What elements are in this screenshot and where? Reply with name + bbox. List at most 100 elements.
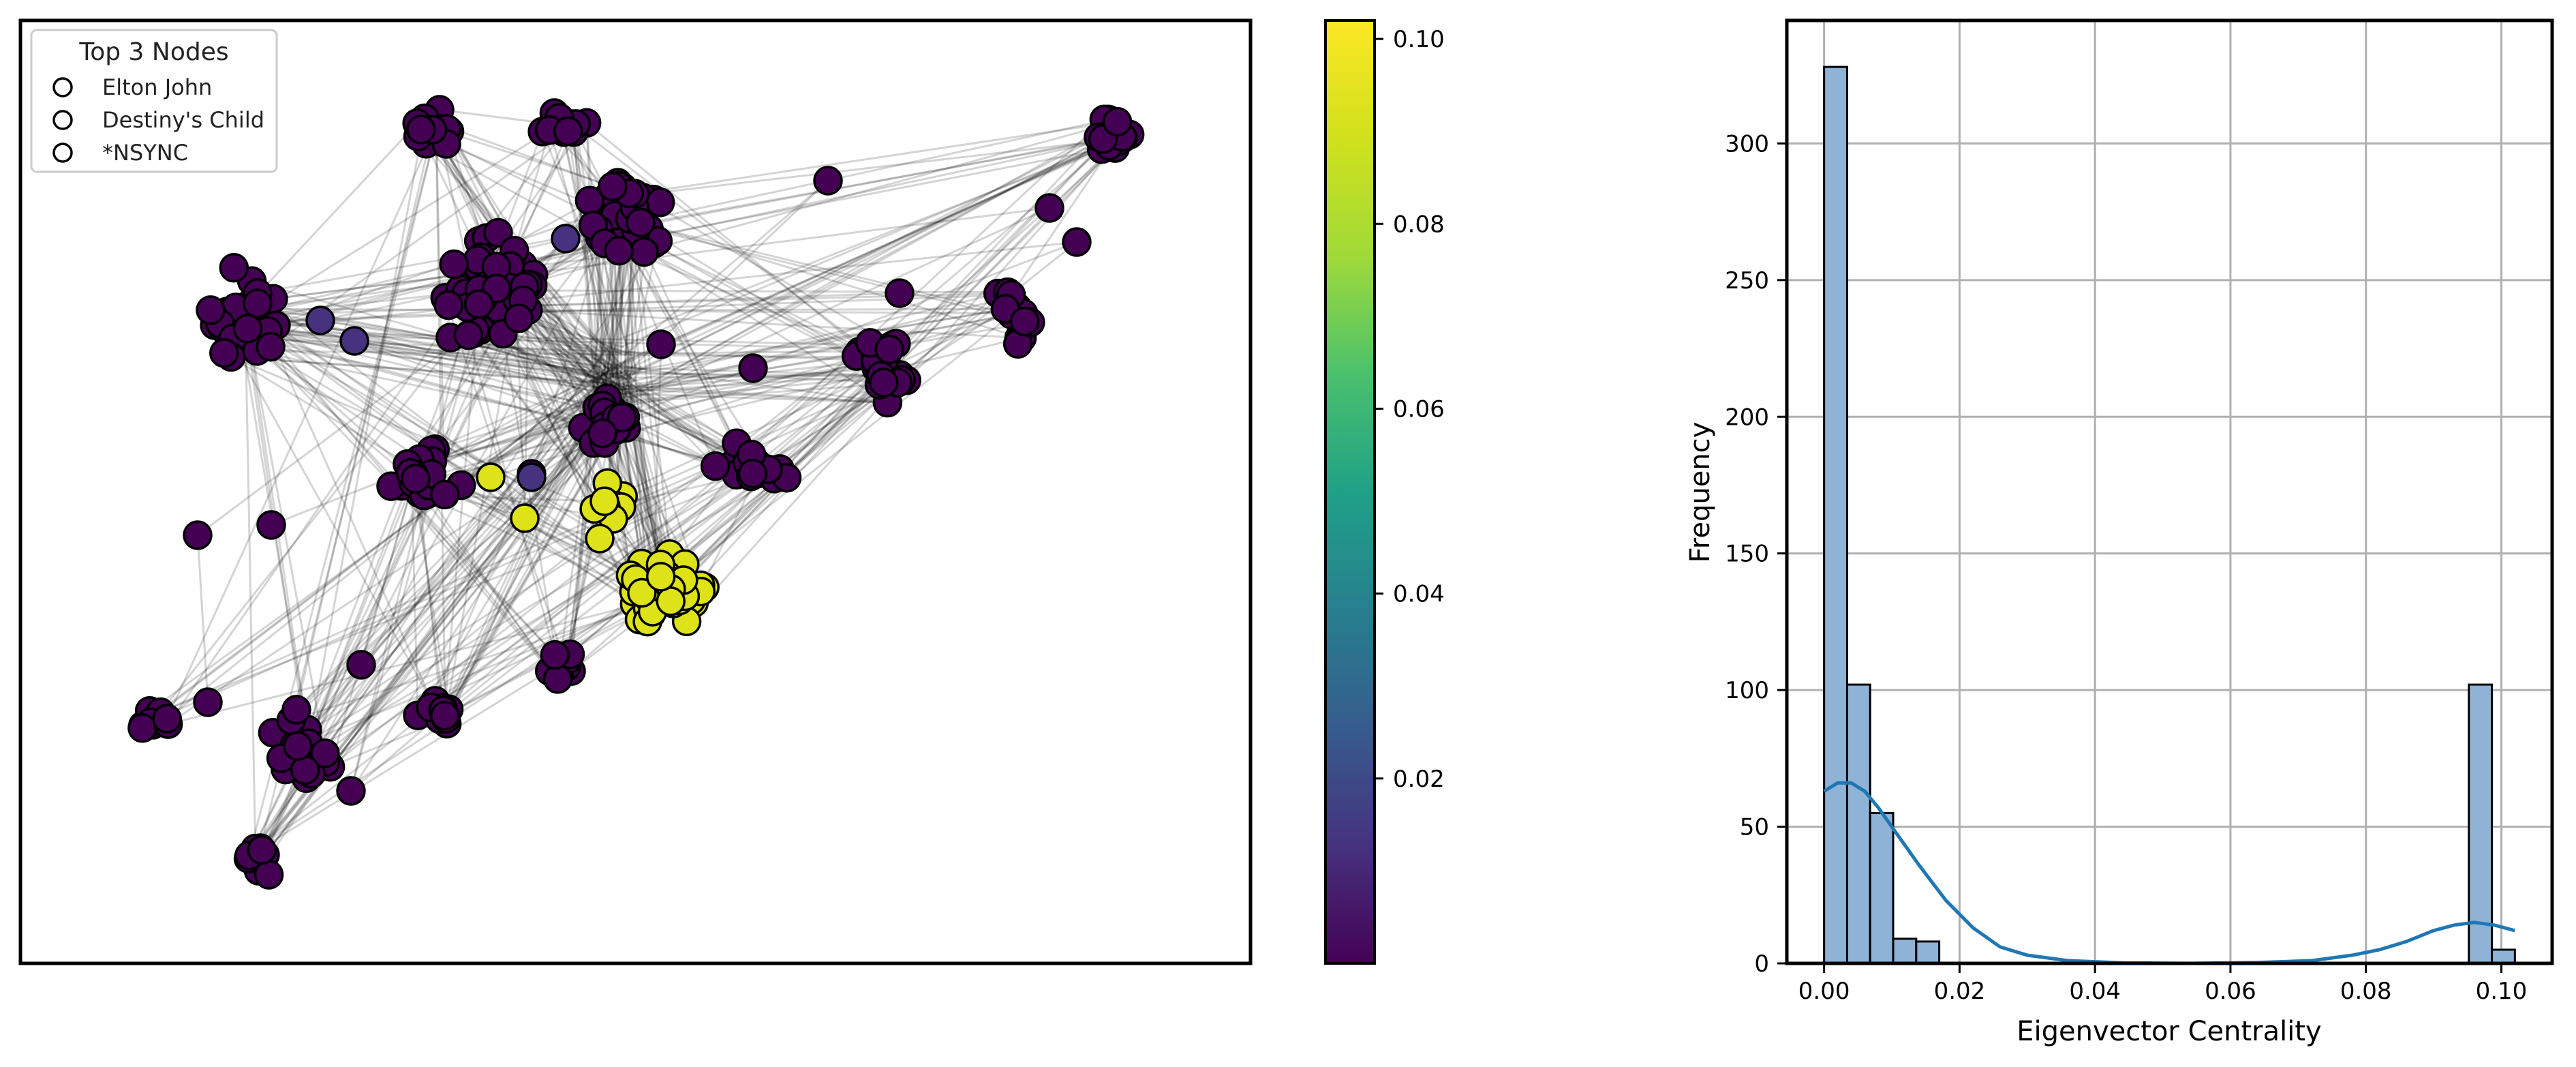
network-edge [445, 291, 1009, 720]
x-tick-label: 0.00 [1798, 978, 1850, 1005]
histogram-bar [2491, 948, 2516, 965]
colorbar-tick-label: 0.02 [1393, 766, 1445, 793]
y-tick-label: 150 [1725, 541, 1769, 568]
network-edge [400, 485, 559, 680]
network-edge [159, 475, 750, 713]
y-tick-label: 0 [1754, 950, 1769, 978]
network-edge [444, 394, 598, 717]
network-edge [418, 493, 443, 720]
network-edge [605, 134, 1131, 374]
network-node [626, 207, 656, 238]
histogram-y-ticks: 0 50 100 150 200 250 300 [1725, 130, 1787, 978]
network-edge [495, 298, 641, 620]
legend-entry: *NSYNC [102, 140, 188, 166]
network-nodes [127, 95, 1145, 890]
network-edge [590, 350, 733, 466]
network-edge [467, 335, 556, 656]
network-node [152, 704, 182, 734]
network-edge [513, 131, 575, 252]
network-edge [219, 293, 1011, 325]
network-edge [412, 482, 559, 680]
colorbar-tick-label: 0.10 [1393, 26, 1445, 53]
network-edge [270, 346, 597, 406]
network-node [339, 326, 369, 356]
network-node [540, 640, 570, 670]
network-edge [572, 132, 596, 392]
network-edge [247, 327, 605, 414]
histogram-grid [1787, 20, 2552, 965]
network-edge [254, 344, 893, 850]
legend-marker [52, 77, 73, 97]
network-edge [530, 371, 605, 475]
network-edge [443, 303, 480, 716]
network-node [219, 252, 249, 283]
network-edge [589, 313, 1012, 394]
network-edge [412, 360, 626, 482]
network-node [256, 331, 286, 362]
network-edge [530, 231, 606, 478]
colorbar-gradient [1324, 19, 1376, 965]
network-edge [401, 337, 1022, 487]
network-edge [257, 136, 1122, 295]
network-edge [304, 517, 614, 771]
network-edge [414, 478, 446, 716]
y-axis-label: Frequency [1685, 422, 1716, 563]
network-edge [280, 372, 604, 759]
network-edge [490, 355, 878, 479]
network-edge [230, 326, 759, 475]
network-edge [618, 140, 1120, 340]
network-edge [256, 335, 637, 382]
network-edge [613, 392, 888, 404]
network-edge [634, 227, 675, 589]
network-node [607, 402, 637, 433]
x-tick-label: 0.06 [2205, 978, 2256, 1005]
network-edge [429, 378, 574, 708]
network-edge [560, 125, 622, 412]
network-node [127, 713, 157, 743]
network-edge [618, 131, 1115, 406]
network-node [700, 451, 731, 481]
network-edge [350, 405, 604, 792]
network-edge [648, 228, 1031, 324]
x-axis-label: Eigenvector Centrality [2017, 1016, 2321, 1047]
network-node [737, 458, 768, 489]
network-node [517, 462, 547, 492]
network-edge [159, 379, 907, 713]
network-edge [598, 118, 1109, 231]
network-edge [589, 121, 1118, 202]
network-edge [623, 361, 665, 579]
network-edge [444, 417, 623, 720]
network-edge [599, 383, 880, 406]
network-edge [247, 305, 752, 478]
y-tick-label: 250 [1725, 267, 1769, 295]
network-edge [634, 121, 1118, 393]
network-node [510, 503, 540, 533]
histogram-bar [1823, 65, 1848, 965]
network-node [463, 289, 494, 319]
histogram-bars [1823, 65, 2516, 965]
network-edge [444, 297, 665, 588]
network-node [585, 524, 615, 554]
network-edge [244, 310, 257, 849]
histogram-bar [1869, 812, 1895, 965]
network-edge [142, 453, 752, 727]
network-edge [502, 333, 559, 666]
network-edge [246, 122, 418, 307]
network-edge [441, 416, 623, 721]
network-edge [619, 364, 888, 404]
network-edge [602, 339, 652, 591]
network-node [256, 510, 286, 540]
network-edge [443, 364, 880, 717]
network-edge [412, 482, 450, 710]
network-node [627, 577, 657, 608]
network-node [476, 462, 506, 492]
network-graph-panel: Top 3 Nodes Elton John Destiny's Child *… [18, 18, 1253, 965]
network-edge [257, 292, 688, 622]
histogram-bar [1845, 683, 1871, 965]
network-edge [230, 355, 617, 386]
network-edge [313, 387, 607, 751]
network-edge [313, 477, 775, 752]
network-node [738, 353, 768, 383]
network-edge [221, 327, 759, 475]
x-tick-label: 0.08 [2340, 978, 2392, 1005]
